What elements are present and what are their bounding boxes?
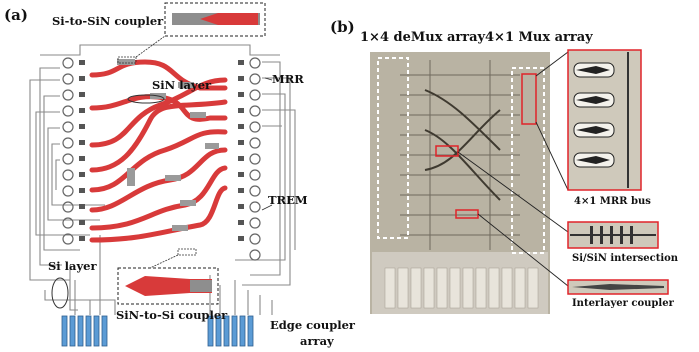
left-ring-column <box>62 57 85 245</box>
trem-label: TREM <box>268 193 308 207</box>
intersection-label: Si/SiN intersection <box>572 253 679 264</box>
mrr-label: MRR <box>272 72 304 86</box>
sin-layer-label: SiN layer <box>152 78 212 92</box>
edge-coupler-label-1: Edge coupler <box>270 318 355 332</box>
si-to-sin-coupler-label: Si-to-SiN coupler <box>52 14 164 28</box>
interlayer-label: Interlayer coupler <box>572 298 674 309</box>
sin-to-si-coupler-label: SiN-to-Si coupler <box>116 308 228 322</box>
panel-a-tag: (a) <box>4 6 28 24</box>
edge-coupler-array-right <box>207 315 254 347</box>
sin-to-si-box <box>117 267 219 305</box>
right-ring-column <box>238 57 261 261</box>
si-wiring-left <box>29 67 116 315</box>
edge-coupler-array-left <box>61 315 108 347</box>
si-layer-label: Si layer <box>48 259 97 273</box>
panel-b-tag: (b) <box>330 18 355 36</box>
edge-coupler-label-2: array <box>300 334 334 348</box>
si-to-sin-box <box>164 2 266 37</box>
mux-array-label: 4×1 Mux array <box>485 30 593 45</box>
mrr-bus-label: 4×1 MRR bus <box>574 196 651 207</box>
demux-array-label: 1×4 deMux array <box>360 30 486 45</box>
si-wiring-right <box>209 61 296 315</box>
